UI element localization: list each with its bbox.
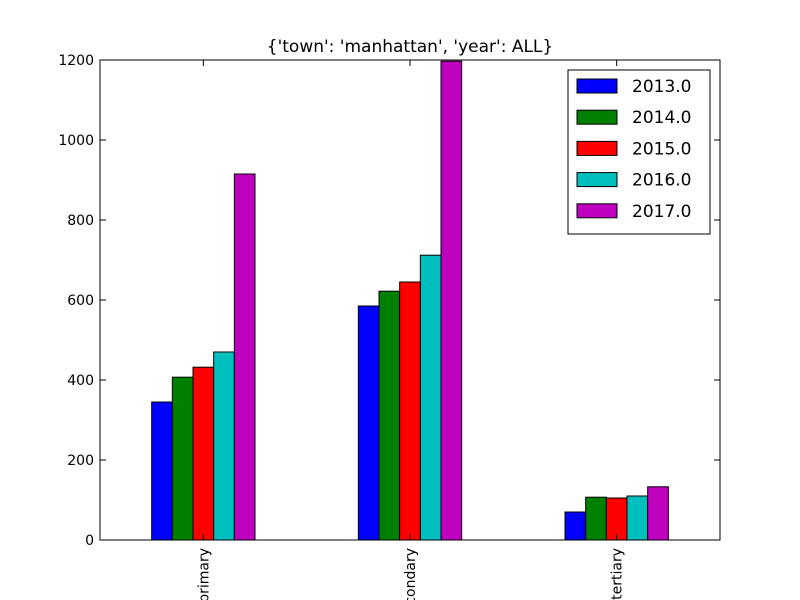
legend-swatch: [576, 78, 618, 94]
legend-label: 2014.0: [632, 108, 691, 128]
legend-swatch: [576, 203, 618, 219]
x-tick-label: tertiary: [610, 548, 626, 600]
bar-primary-2017.0: [233, 173, 256, 541]
y-tick-label: 600: [67, 293, 94, 309]
bar-primary-2014.0: [171, 376, 194, 541]
y-tick-label: 800: [67, 213, 94, 229]
bar-secondary-2016.0: [419, 254, 442, 541]
legend-swatch: [576, 140, 618, 156]
legend-swatch: [576, 172, 618, 188]
bar-secondary-2014.0: [378, 290, 401, 541]
bar-tertiary-2016.0: [626, 495, 649, 541]
bar-tertiary-2014.0: [585, 496, 607, 541]
legend-label: 2017.0: [632, 202, 691, 222]
x-tick-label: secondary: [403, 548, 419, 600]
legend-swatch: [576, 109, 618, 125]
y-tick-label: 0: [85, 533, 94, 549]
bar-tertiary-2013.0: [564, 511, 587, 541]
bar-tertiary-2015.0: [605, 497, 628, 541]
legend: 2013.0 2014.0 2015.0 2016.0 2017.0: [567, 69, 711, 235]
y-tick-label: 200: [67, 453, 94, 469]
bar-secondary-2015.0: [399, 281, 421, 541]
bar-secondary-2017.0: [440, 60, 463, 541]
bars-group: [151, 60, 669, 541]
bar-secondary-2013.0: [357, 305, 380, 541]
y-tick-label: 1200: [58, 53, 94, 69]
bar-primary-2013.0: [151, 401, 173, 541]
y-tick-label: 400: [67, 373, 94, 389]
x-axis: primary secondary tertiary: [196, 60, 626, 600]
bar-tertiary-2017.0: [647, 486, 669, 541]
bar-primary-2016.0: [213, 351, 235, 541]
y-axis: 0 200 400 600 800 1000 1200: [58, 53, 720, 549]
legend-label: 2015.0: [632, 139, 691, 159]
legend-label: 2016.0: [632, 171, 691, 191]
y-tick-label: 1000: [58, 133, 94, 149]
x-tick-label: primary: [196, 548, 212, 600]
plot-frame: [99, 59, 721, 541]
bar-primary-2015.0: [192, 366, 215, 541]
chart-title: {'town': 'manhattan', 'year': ALL}: [267, 37, 553, 57]
legend-label: 2013.0: [632, 77, 691, 97]
